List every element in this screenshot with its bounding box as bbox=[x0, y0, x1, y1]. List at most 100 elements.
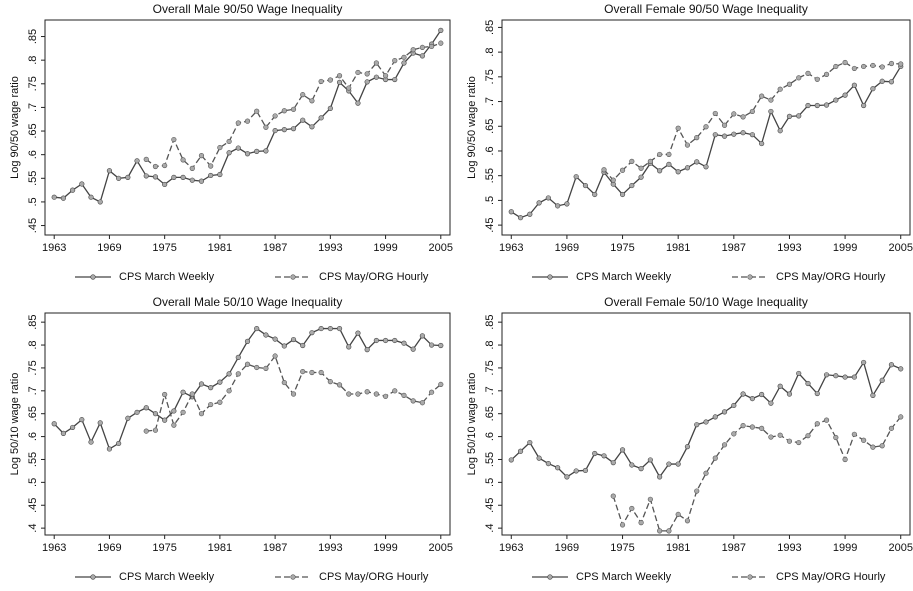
x-tick-label: 1975 bbox=[610, 242, 634, 254]
series-marker bbox=[254, 325, 260, 332]
series-marker bbox=[814, 76, 820, 82]
series-marker bbox=[180, 389, 186, 395]
series-marker bbox=[106, 446, 113, 452]
series-marker bbox=[355, 330, 361, 336]
series-marker bbox=[281, 108, 287, 114]
series-marker bbox=[823, 417, 830, 423]
series-marker bbox=[392, 58, 398, 64]
legend-marker bbox=[547, 574, 553, 580]
series-marker bbox=[721, 442, 728, 448]
y-tick-label: .75 bbox=[27, 76, 39, 91]
series-marker bbox=[675, 169, 681, 175]
x-tick-label: 1969 bbox=[97, 242, 121, 254]
series-marker bbox=[180, 409, 186, 415]
series-marker bbox=[898, 366, 904, 372]
series-marker bbox=[666, 461, 672, 467]
series-marker bbox=[749, 424, 755, 430]
series-marker bbox=[318, 325, 324, 332]
series-marker bbox=[410, 346, 416, 352]
series-marker bbox=[796, 439, 802, 446]
series-marker bbox=[786, 391, 793, 397]
series-marker bbox=[79, 417, 85, 423]
y-tick-label: .55 bbox=[484, 452, 496, 467]
series-marker bbox=[336, 325, 343, 332]
series-marker bbox=[300, 92, 306, 98]
series-marker bbox=[392, 337, 398, 344]
series-marker bbox=[740, 114, 746, 120]
series-marker bbox=[851, 431, 857, 437]
series-marker bbox=[740, 423, 746, 429]
series-marker bbox=[364, 71, 370, 77]
series-marker bbox=[217, 399, 223, 405]
y-tick-label: .65 bbox=[484, 119, 496, 134]
series-marker bbox=[833, 434, 839, 441]
series-marker bbox=[346, 85, 352, 91]
series-marker bbox=[226, 138, 232, 145]
series-marker bbox=[638, 466, 644, 472]
series-marker bbox=[428, 342, 435, 348]
series-marker bbox=[879, 377, 885, 383]
y-tick-label: .75 bbox=[484, 360, 496, 375]
series-marker bbox=[870, 444, 876, 450]
series-marker bbox=[438, 381, 444, 388]
series-marker bbox=[162, 181, 168, 188]
series-marker bbox=[134, 409, 140, 415]
series-marker bbox=[601, 167, 607, 173]
series-marker bbox=[601, 453, 607, 459]
y-tick-label: .55 bbox=[27, 452, 39, 467]
series-marker bbox=[272, 113, 278, 119]
series-marker bbox=[272, 353, 278, 359]
series-marker bbox=[327, 77, 333, 83]
series-marker bbox=[823, 71, 830, 77]
series-marker bbox=[355, 100, 361, 106]
y-tick-label: .8 bbox=[27, 56, 39, 65]
series-marker bbox=[428, 43, 435, 50]
series-marker bbox=[60, 195, 67, 201]
series-marker bbox=[300, 368, 306, 375]
series-marker bbox=[619, 167, 626, 173]
series-marker bbox=[768, 434, 774, 440]
y-tick-label: .45 bbox=[484, 498, 496, 513]
series-marker bbox=[162, 162, 168, 169]
series-marker bbox=[327, 325, 333, 332]
y-tick-label: .5 bbox=[27, 197, 39, 206]
series-marker bbox=[410, 47, 416, 53]
legend-label: CPS March Weekly bbox=[576, 271, 672, 283]
series-marker bbox=[171, 422, 177, 428]
series-marker bbox=[401, 340, 407, 346]
series-marker bbox=[898, 61, 904, 67]
series-marker bbox=[143, 173, 149, 179]
x-tick-label: 1975 bbox=[610, 542, 634, 554]
series-marker bbox=[364, 347, 370, 353]
series-marker bbox=[263, 124, 269, 130]
series-marker bbox=[419, 400, 425, 406]
series-marker bbox=[833, 373, 839, 379]
series-marker bbox=[428, 389, 435, 395]
x-tick-label: 1987 bbox=[722, 242, 746, 254]
series-marker bbox=[309, 124, 315, 130]
series-marker bbox=[675, 511, 681, 518]
series-marker bbox=[647, 158, 653, 164]
series-marker bbox=[263, 332, 269, 338]
series-marker bbox=[657, 151, 663, 158]
series-marker bbox=[703, 470, 709, 476]
series-line bbox=[603, 61, 901, 182]
series-marker bbox=[740, 130, 746, 136]
y-tick-label: .7 bbox=[27, 386, 39, 395]
series-marker bbox=[629, 158, 635, 164]
y-tick-label: .7 bbox=[27, 103, 39, 112]
series-marker bbox=[355, 391, 361, 397]
series-marker bbox=[254, 364, 260, 371]
series-marker bbox=[244, 338, 251, 344]
legend-label: CPS March Weekly bbox=[576, 571, 672, 583]
series-marker bbox=[768, 97, 774, 103]
series-marker bbox=[721, 409, 728, 415]
series-marker bbox=[721, 133, 728, 139]
series-marker bbox=[703, 124, 709, 130]
series-marker bbox=[208, 401, 214, 408]
series-marker bbox=[823, 372, 830, 378]
series-marker bbox=[364, 79, 370, 85]
x-tick-label: 1987 bbox=[722, 542, 746, 554]
chart-title: Overall Male 50/10 Wage Inequality bbox=[153, 295, 343, 309]
series-marker bbox=[88, 194, 94, 200]
